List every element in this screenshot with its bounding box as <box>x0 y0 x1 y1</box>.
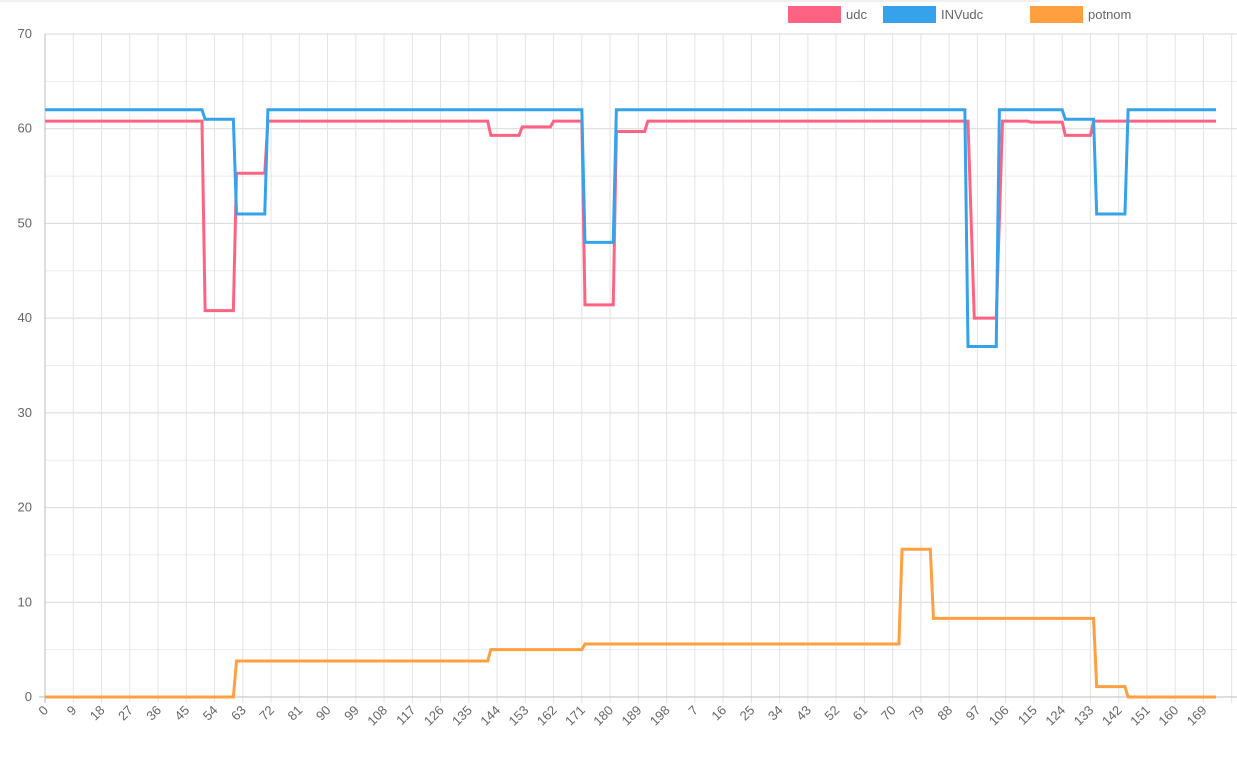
x-tick-label: 54 <box>200 703 221 724</box>
series-line-INVudc <box>45 108 1216 349</box>
x-tick-label: 133 <box>1071 703 1097 729</box>
legend-swatch <box>883 6 936 23</box>
y-tick-label: 10 <box>18 594 32 609</box>
x-tick-label: 117 <box>393 703 418 728</box>
x-tick-label: 81 <box>285 703 306 724</box>
grid <box>44 33 1237 703</box>
legend-swatch <box>1030 6 1083 23</box>
x-tick-label: 52 <box>821 703 842 724</box>
x-tick-label: 198 <box>647 703 673 729</box>
y-tick-label: 60 <box>18 121 32 136</box>
y-tick-label: 50 <box>18 215 32 230</box>
x-tick-label: 180 <box>590 703 616 729</box>
x-tick-label: 135 <box>449 703 475 729</box>
x-tick-label: 126 <box>421 703 447 729</box>
x-tick-label: 63 <box>228 703 249 724</box>
x-tick-label: 97 <box>963 703 984 724</box>
x-tick-label: 18 <box>87 703 108 724</box>
series-line-udc <box>45 119 1216 320</box>
x-tick-label: 142 <box>1099 703 1125 729</box>
x-tick-label: 171 <box>562 703 588 729</box>
y-tick-label: 20 <box>18 500 32 515</box>
x-tick-label: 124 <box>1042 703 1068 729</box>
y-tick-label: 70 <box>18 26 32 41</box>
x-tick-label: 115 <box>1015 703 1040 728</box>
legend-item-udc[interactable]: udc <box>788 6 867 23</box>
x-tick-label: 72 <box>256 703 277 724</box>
x-tick-label: 9 <box>64 703 80 719</box>
x-tick-label: 153 <box>505 703 531 729</box>
x-tick-label: 0 <box>35 703 51 719</box>
y-tick-label: 40 <box>18 310 32 325</box>
legend-label: udc <box>846 7 867 22</box>
x-tick-label: 144 <box>477 703 503 729</box>
x-tick-label: 70 <box>878 703 899 724</box>
x-tick-label: 90 <box>313 703 334 724</box>
series-lines <box>45 108 1216 699</box>
x-tick-label: 151 <box>1127 703 1153 729</box>
legend-label: INVudc <box>941 7 984 22</box>
legend: udc INVudc potnom <box>788 6 1131 23</box>
x-tick-label: 160 <box>1155 703 1181 729</box>
x-tick-label: 169 <box>1184 703 1210 729</box>
x-tick-label: 16 <box>708 703 729 724</box>
y-tick-label: 30 <box>18 405 32 420</box>
x-tick-label: 61 <box>850 703 871 724</box>
legend-label: potnom <box>1088 7 1131 22</box>
x-tick-label: 189 <box>619 703 645 729</box>
x-tick-label: 88 <box>934 703 955 724</box>
x-tick-label: 162 <box>534 703 560 729</box>
legend-item-INVudc[interactable]: INVudc <box>883 6 984 23</box>
x-tick-label: 45 <box>172 703 193 724</box>
x-tick-label: 34 <box>765 703 786 724</box>
x-tick-label: 108 <box>364 703 390 729</box>
series-line-potnom <box>45 547 1216 699</box>
y-tick-label: 0 <box>25 689 32 704</box>
legend-swatch <box>788 6 841 23</box>
x-tick-label: 43 <box>793 703 814 724</box>
x-tick-label: 27 <box>115 703 136 724</box>
x-tick-label: 36 <box>143 703 164 724</box>
x-tick-label: 99 <box>341 703 362 724</box>
x-tick-label: 7 <box>685 703 701 719</box>
legend-item-potnom[interactable]: potnom <box>1030 6 1131 23</box>
x-tick-label: 79 <box>906 703 927 724</box>
x-tick-label: 106 <box>986 703 1012 729</box>
x-tick-label: 25 <box>737 703 758 724</box>
